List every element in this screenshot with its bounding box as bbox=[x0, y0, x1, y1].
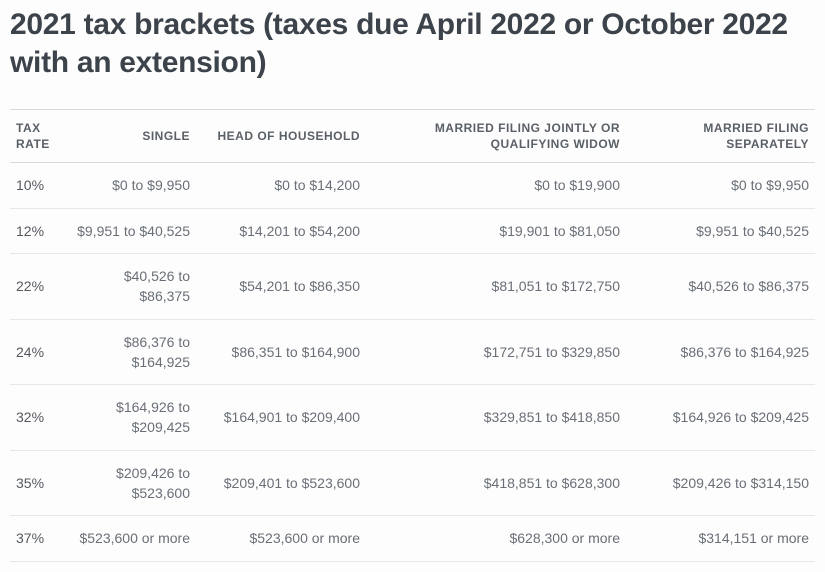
cell-hoh: $86,351 to $164,900 bbox=[196, 319, 366, 385]
cell-mfs: $164,926 to $209,425 bbox=[626, 385, 815, 451]
table-row: 37% $523,600 or more $523,600 or more $6… bbox=[10, 516, 815, 561]
table-body: 10% $0 to $9,950 $0 to $14,200 $0 to $19… bbox=[10, 163, 815, 561]
cell-mfs: $9,951 to $40,525 bbox=[626, 208, 815, 253]
page-title: 2021 tax brackets (taxes due April 2022 … bbox=[10, 6, 815, 81]
cell-single: $209,426 to $523,600 bbox=[66, 450, 196, 516]
cell-mfj: $81,051 to $172,750 bbox=[366, 253, 626, 319]
col-header-married-separately: MARRIED FILING SEPARATELY bbox=[626, 110, 815, 163]
cell-rate: 22% bbox=[10, 253, 66, 319]
tax-bracket-table: TAX RATE SINGLE HEAD OF HOUSEHOLD MARRIE… bbox=[10, 109, 815, 562]
cell-mfs: $314,151 or more bbox=[626, 516, 815, 561]
col-header-single: SINGLE bbox=[66, 110, 196, 163]
cell-hoh: $54,201 to $86,350 bbox=[196, 253, 366, 319]
cell-hoh: $164,901 to $209,400 bbox=[196, 385, 366, 451]
table-row: 10% $0 to $9,950 $0 to $14,200 $0 to $19… bbox=[10, 163, 815, 208]
cell-single: $9,951 to $40,525 bbox=[66, 208, 196, 253]
col-header-tax-rate: TAX RATE bbox=[10, 110, 66, 163]
cell-rate: 10% bbox=[10, 163, 66, 208]
cell-hoh: $523,600 or more bbox=[196, 516, 366, 561]
cell-single: $86,376 to $164,925 bbox=[66, 319, 196, 385]
cell-hoh: $209,401 to $523,600 bbox=[196, 450, 366, 516]
cell-single: $0 to $9,950 bbox=[66, 163, 196, 208]
cell-rate: 32% bbox=[10, 385, 66, 451]
cell-single: $40,526 to $86,375 bbox=[66, 253, 196, 319]
table-row: 32% $164,926 to $209,425 $164,901 to $20… bbox=[10, 385, 815, 451]
cell-mfj: $628,300 or more bbox=[366, 516, 626, 561]
cell-mfs: $0 to $9,950 bbox=[626, 163, 815, 208]
table-row: 24% $86,376 to $164,925 $86,351 to $164,… bbox=[10, 319, 815, 385]
cell-rate: 12% bbox=[10, 208, 66, 253]
cell-mfj: $172,751 to $329,850 bbox=[366, 319, 626, 385]
cell-rate: 35% bbox=[10, 450, 66, 516]
cell-mfj: $418,851 to $628,300 bbox=[366, 450, 626, 516]
cell-rate: 24% bbox=[10, 319, 66, 385]
cell-mfj: $329,851 to $418,850 bbox=[366, 385, 626, 451]
table-row: 22% $40,526 to $86,375 $54,201 to $86,35… bbox=[10, 253, 815, 319]
cell-mfs: $209,426 to $314,150 bbox=[626, 450, 815, 516]
col-header-married-jointly: MARRIED FILING JOINTLY OR QUALIFYING WID… bbox=[366, 110, 626, 163]
table-row: 12% $9,951 to $40,525 $14,201 to $54,200… bbox=[10, 208, 815, 253]
page-root: 2021 tax brackets (taxes due April 2022 … bbox=[0, 0, 825, 572]
cell-hoh: $14,201 to $54,200 bbox=[196, 208, 366, 253]
cell-hoh: $0 to $14,200 bbox=[196, 163, 366, 208]
cell-mfj: $0 to $19,900 bbox=[366, 163, 626, 208]
table-row: 35% $209,426 to $523,600 $209,401 to $52… bbox=[10, 450, 815, 516]
cell-rate: 37% bbox=[10, 516, 66, 561]
cell-single: $164,926 to $209,425 bbox=[66, 385, 196, 451]
cell-mfs: $40,526 to $86,375 bbox=[626, 253, 815, 319]
cell-single: $523,600 or more bbox=[66, 516, 196, 561]
cell-mfs: $86,376 to $164,925 bbox=[626, 319, 815, 385]
cell-mfj: $19,901 to $81,050 bbox=[366, 208, 626, 253]
table-header-row: TAX RATE SINGLE HEAD OF HOUSEHOLD MARRIE… bbox=[10, 110, 815, 163]
col-header-head-of-household: HEAD OF HOUSEHOLD bbox=[196, 110, 366, 163]
